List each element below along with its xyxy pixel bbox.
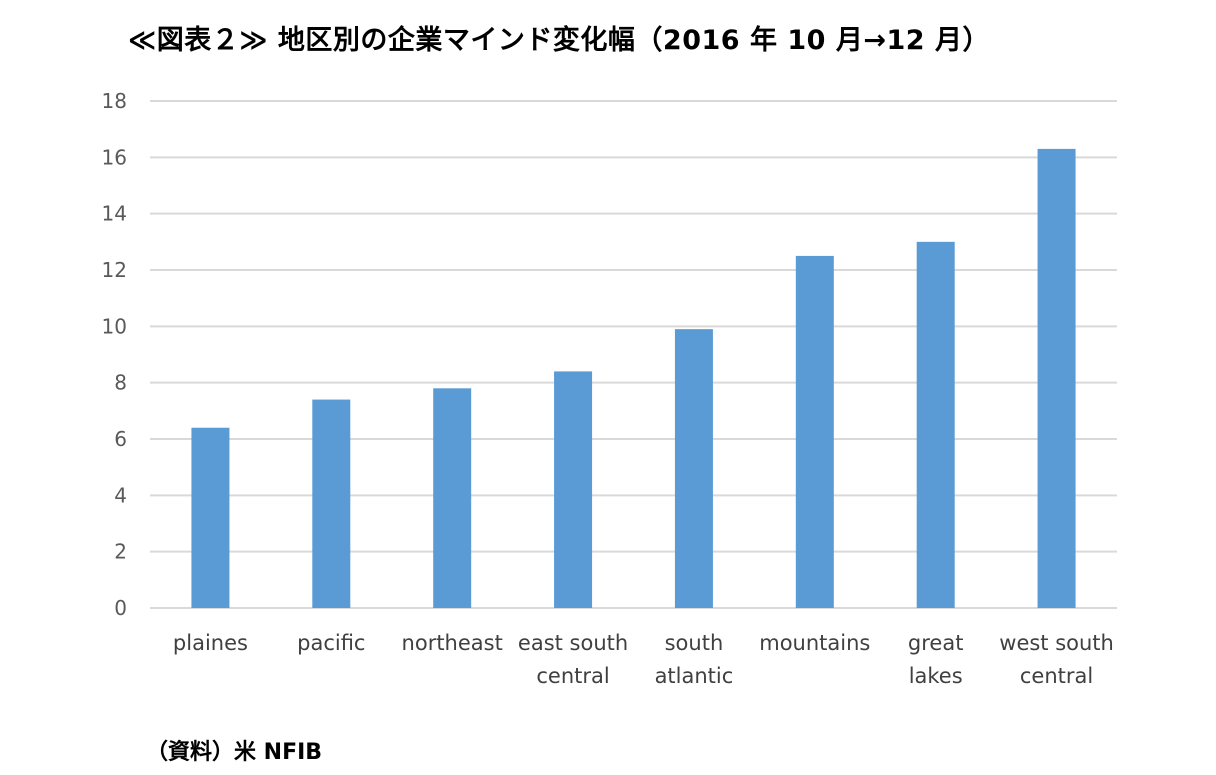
bar-pacific <box>312 399 351 608</box>
y-tick-label: 16 <box>102 145 127 169</box>
y-tick-label: 8 <box>114 371 127 395</box>
x-category-label: mountains <box>759 631 870 655</box>
x-category-label: south atlantic <box>655 631 734 688</box>
chart-title: ≪図表２≫ 地区別の企業マインド変化幅（2016 年 10 月→12 月） <box>128 25 990 56</box>
y-tick-label: 2 <box>114 540 127 564</box>
bar-west-south-central <box>1037 148 1076 608</box>
x-category-label: east south central <box>518 631 628 688</box>
y-tick-label: 12 <box>102 258 127 282</box>
y-tick-label: 18 <box>102 89 127 113</box>
y-tick-label: 6 <box>114 427 127 451</box>
bar-plaines <box>191 427 230 608</box>
bar-great-lakes <box>916 241 955 609</box>
y-tick-label: 4 <box>114 483 127 507</box>
x-category-label: plaines <box>173 631 248 655</box>
bar-northeast <box>433 388 472 608</box>
y-tick-label: 14 <box>102 202 127 226</box>
gridlines <box>150 100 1117 609</box>
bar-mountains <box>795 255 834 608</box>
y-tick-label: 0 <box>114 596 127 620</box>
x-category-label: pacific <box>297 631 365 655</box>
y-tick-label: 10 <box>102 314 127 338</box>
bar-east-south-central <box>554 371 593 608</box>
bars <box>191 148 1076 609</box>
x-category-label: great lakes <box>908 631 964 688</box>
x-category-label: west south central <box>999 631 1114 688</box>
x-category-label: northeast <box>402 631 503 655</box>
x-axis-category-labels: plaines pacific northeast east south central… <box>173 631 1114 688</box>
source-note: （資料）米 NFIB <box>146 740 323 765</box>
y-axis-tick-labels: 0 2 4 6 8 10 12 14 16 18 <box>102 89 127 620</box>
bar-south-atlantic <box>674 329 713 608</box>
